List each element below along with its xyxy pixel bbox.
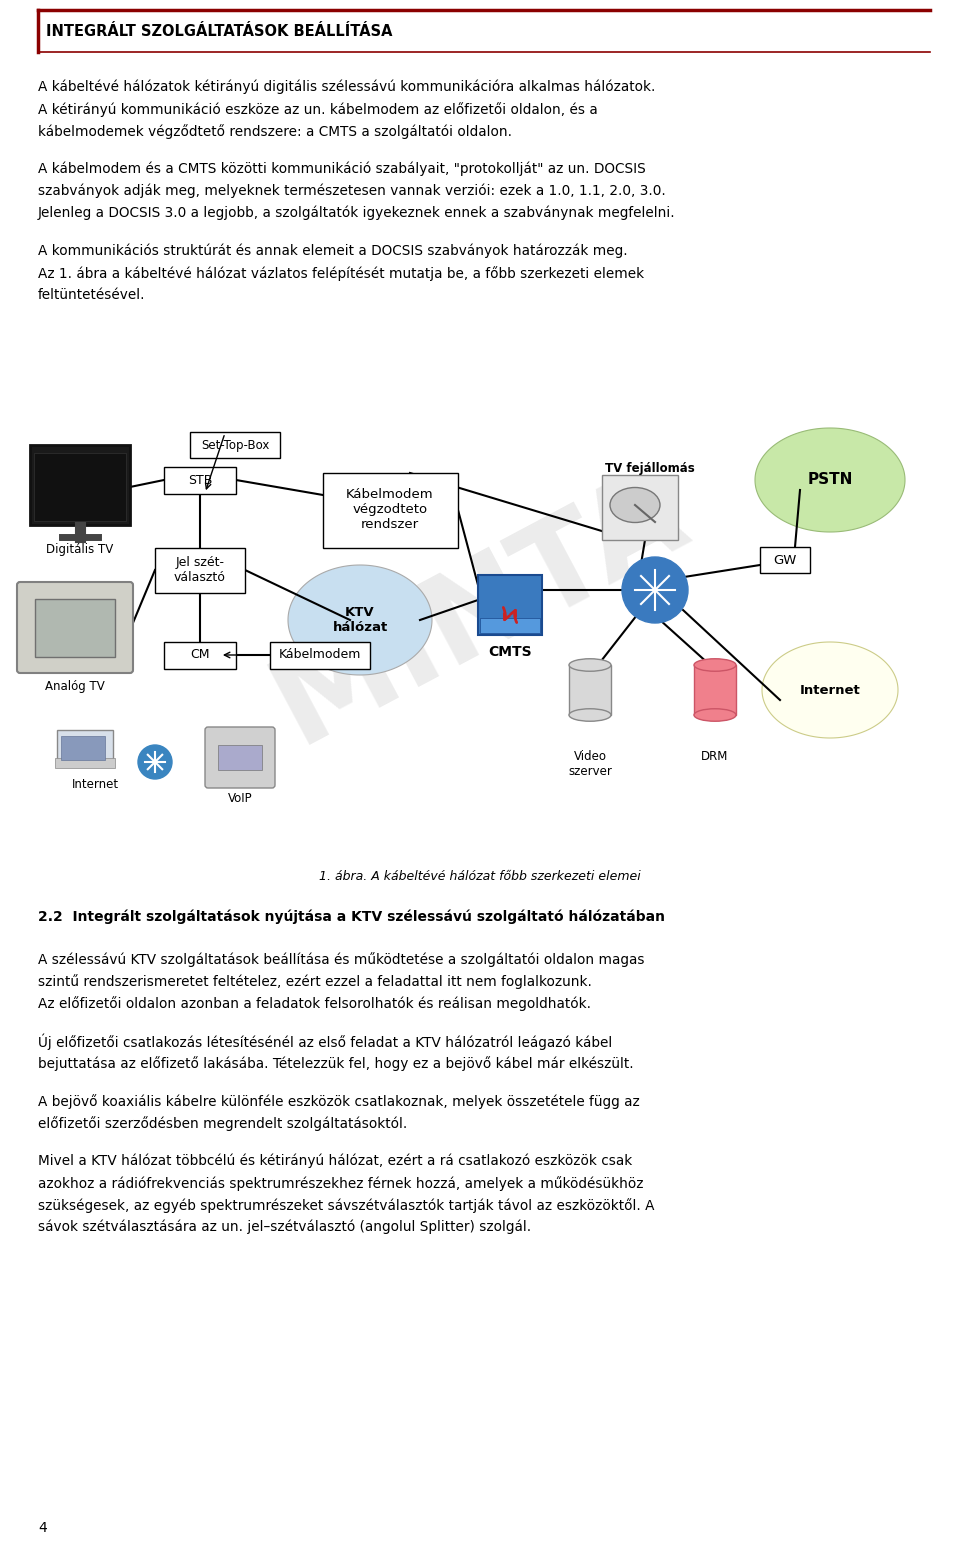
- Ellipse shape: [610, 488, 660, 522]
- Text: Digitális TV: Digitális TV: [46, 542, 113, 556]
- Text: INTEGRÁLT SZOLGÁLTATÁSOK BEÁLLÍTÁSA: INTEGRÁLT SZOLGÁLTATÁSOK BEÁLLÍTÁSA: [46, 23, 393, 39]
- Text: Video
szerver: Video szerver: [568, 751, 612, 779]
- Circle shape: [622, 556, 688, 623]
- FancyBboxPatch shape: [270, 642, 370, 668]
- Text: A kábelmodem és a CMTS közötti kommunikáció szabályait, "protokollját" az un. DO: A kábelmodem és a CMTS közötti kommuniká…: [38, 162, 646, 177]
- Text: Internet: Internet: [800, 684, 860, 696]
- FancyBboxPatch shape: [205, 727, 275, 788]
- Text: MINTA: MINTA: [254, 452, 706, 769]
- Text: DRM: DRM: [702, 751, 729, 763]
- Text: előfizetői szerződésben megrendelt szolgáltatásoktól.: előfizetői szerződésben megrendelt szolg…: [38, 1116, 407, 1131]
- FancyBboxPatch shape: [57, 730, 113, 761]
- FancyBboxPatch shape: [34, 454, 126, 521]
- Text: feltüntetésével.: feltüntetésével.: [38, 287, 146, 301]
- Text: 1. ábra. A kábeltévé hálózat főbb szerkezeti elemei: 1. ábra. A kábeltévé hálózat főbb szerke…: [319, 870, 641, 883]
- Text: A bejövő koaxiális kábelre különféle eszközök csatlakoznak, melyek összetétele f: A bejövő koaxiális kábelre különféle esz…: [38, 1094, 639, 1110]
- Text: Kábelmodem
végzodteto
rendszer: Kábelmodem végzodteto rendszer: [347, 488, 434, 531]
- Text: 4: 4: [38, 1521, 47, 1535]
- Text: Kábelmodem: Kábelmodem: [278, 648, 361, 662]
- Polygon shape: [755, 427, 905, 531]
- FancyBboxPatch shape: [190, 432, 280, 458]
- Text: Set-Top-Box: Set-Top-Box: [201, 438, 269, 452]
- Text: Jelenleg a DOCSIS 3.0 a legjobb, a szolgáltatók igyekeznek ennek a szabványnak m: Jelenleg a DOCSIS 3.0 a legjobb, a szolg…: [38, 207, 676, 221]
- Text: azokhoz a rádiófrekvenciás spektrumrészekhez férnek hozzá, amelyek a működésükhö: azokhoz a rádiófrekvenciás spektrumrésze…: [38, 1176, 643, 1190]
- Text: szintű rendszerismeretet feltételez, ezért ezzel a feladattal itt nem foglalkozu: szintű rendszerismeretet feltételez, ezé…: [38, 974, 592, 988]
- Text: sávok szétválasztására az un. jel–szétválasztó (angolul Splitter) szolgál.: sávok szétválasztására az un. jel–szétvá…: [38, 1220, 531, 1234]
- Text: Mivel a KTV hálózat többcélú és kétirányú hálózat, ezért a rá csatlakozó eszközö: Mivel a KTV hálózat többcélú és kétirány…: [38, 1155, 633, 1169]
- FancyBboxPatch shape: [760, 547, 810, 573]
- FancyBboxPatch shape: [569, 665, 611, 715]
- FancyBboxPatch shape: [602, 476, 678, 539]
- Text: STB: STB: [188, 474, 212, 486]
- Text: A kommunikációs struktúrát és annak elemeit a DOCSIS szabványok határozzák meg.: A kommunikációs struktúrát és annak elem…: [38, 244, 628, 258]
- Text: Internet: Internet: [71, 779, 119, 791]
- Text: CMTS: CMTS: [489, 645, 532, 659]
- FancyBboxPatch shape: [164, 466, 236, 494]
- Text: 2.2  Integrált szolgáltatások nyújtása a KTV szélessávú szolgáltató hálózatában: 2.2 Integrált szolgáltatások nyújtása a …: [38, 911, 665, 925]
- FancyBboxPatch shape: [55, 758, 115, 768]
- Text: Az előfizetői oldalon azonban a feladatok felsorolhatók és reálisan megoldhatók.: Az előfizetői oldalon azonban a feladato…: [38, 996, 591, 1010]
- Text: szabványok adják meg, melyeknek természetesen vannak verziói: ezek a 1.0, 1.1, 2: szabványok adják meg, melyeknek természe…: [38, 183, 665, 199]
- FancyBboxPatch shape: [155, 547, 245, 592]
- Ellipse shape: [694, 709, 736, 721]
- Polygon shape: [288, 566, 432, 674]
- Text: Analóg TV: Analóg TV: [45, 681, 105, 693]
- FancyBboxPatch shape: [35, 598, 115, 656]
- Text: Az 1. ábra a kábeltévé hálózat vázlatos felépítését mutatja be, a főbb szerkezet: Az 1. ábra a kábeltévé hálózat vázlatos …: [38, 266, 644, 281]
- FancyBboxPatch shape: [218, 744, 262, 769]
- Text: kábelmodemek végződtető rendszere: a CMTS a szolgáltatói oldalon.: kábelmodemek végződtető rendszere: a CMT…: [38, 124, 512, 138]
- Text: szükségesek, az egyéb spektrumrészeket sávszétválasztók tartják távol az eszközö: szükségesek, az egyéb spektrumrészeket s…: [38, 1198, 655, 1212]
- Text: Új előfizetői csatlakozás létesítésénél az első feladat a KTV hálózatról leágazó: Új előfizetői csatlakozás létesítésénél …: [38, 1033, 612, 1051]
- Text: GW: GW: [774, 553, 797, 567]
- Text: A kétirányú kommunikáció eszköze az un. kábelmodem az előfizetői oldalon, és a: A kétirányú kommunikáció eszköze az un. …: [38, 103, 598, 117]
- Circle shape: [138, 744, 172, 779]
- Text: CM: CM: [190, 648, 209, 662]
- Text: TV fejállomás: TV fejállomás: [605, 462, 695, 476]
- FancyBboxPatch shape: [17, 583, 133, 673]
- FancyBboxPatch shape: [478, 575, 542, 636]
- Text: KTV
hálózat: KTV hálózat: [332, 606, 388, 634]
- Text: VoIP: VoIP: [228, 793, 252, 805]
- FancyBboxPatch shape: [30, 444, 130, 525]
- Ellipse shape: [569, 659, 611, 671]
- Text: PSTN: PSTN: [807, 472, 852, 488]
- Ellipse shape: [694, 659, 736, 671]
- Text: bejuttatása az előfizető lakásába. Tételezzük fel, hogy ez a bejövő kábel már el: bejuttatása az előfizető lakásába. Tétel…: [38, 1057, 634, 1071]
- Ellipse shape: [569, 709, 611, 721]
- FancyBboxPatch shape: [323, 472, 458, 547]
- Text: Jel szét-
választó: Jel szét- választó: [174, 556, 226, 584]
- FancyBboxPatch shape: [480, 618, 540, 632]
- Text: A kábeltévé hálózatok kétirányú digitális szélessávú kommunikációra alkalmas hál: A kábeltévé hálózatok kétirányú digitáli…: [38, 79, 656, 95]
- FancyBboxPatch shape: [164, 642, 236, 668]
- Text: A szélessávú KTV szolgáltatások beállítása és működtetése a szolgáltatói oldalon: A szélessávú KTV szolgáltatások beállítá…: [38, 953, 644, 967]
- FancyBboxPatch shape: [694, 665, 736, 715]
- Polygon shape: [762, 642, 898, 738]
- FancyBboxPatch shape: [61, 737, 105, 760]
